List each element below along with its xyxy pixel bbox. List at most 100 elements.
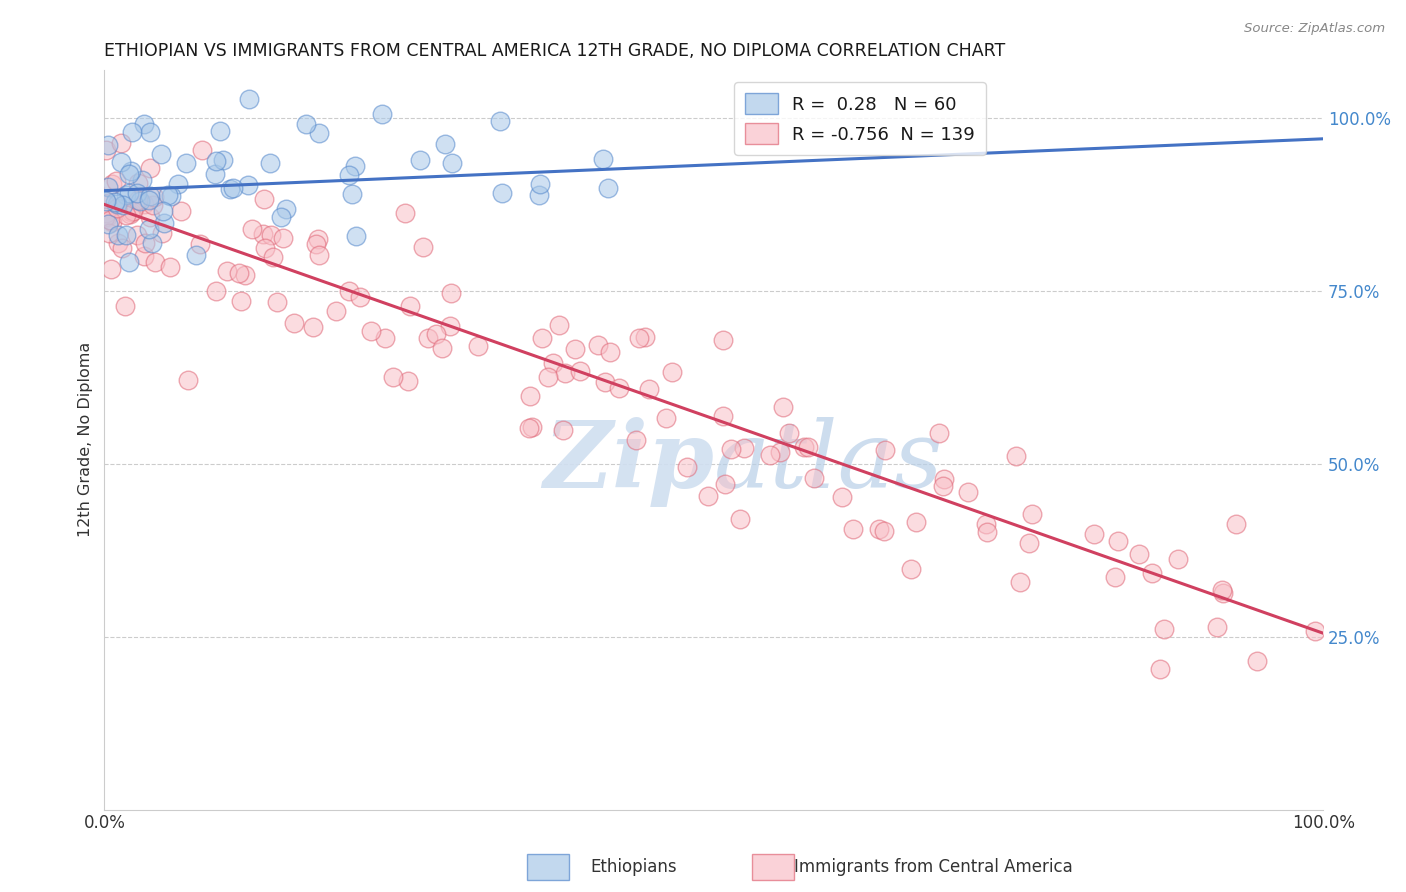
Point [122, 203, 145, 218]
Point [111, 241, 134, 255]
Point [872, 524, 894, 538]
Point [1149, 662, 1171, 676]
Point [107, 197, 129, 211]
Point [537, 369, 560, 384]
Point [676, 460, 699, 475]
Point [398, 300, 420, 314]
Point [957, 484, 980, 499]
Point [551, 423, 574, 437]
Point [554, 367, 576, 381]
Point [308, 126, 330, 140]
Point [270, 210, 292, 224]
Point [118, 167, 141, 181]
Text: Zip: Zip [543, 417, 714, 507]
Point [711, 409, 734, 423]
Point [593, 375, 616, 389]
Point [139, 189, 162, 203]
Point [1153, 622, 1175, 636]
Point [274, 202, 297, 216]
Point [115, 227, 138, 242]
Point [569, 364, 592, 378]
Point [105, 174, 128, 188]
Point [150, 147, 173, 161]
Point [974, 516, 997, 531]
Point [529, 188, 551, 202]
Point [371, 107, 394, 121]
Point [170, 204, 193, 219]
Text: Source: ZipAtlas.com: Source: ZipAtlas.com [1244, 22, 1385, 36]
Point [204, 153, 226, 168]
Point [94, 194, 117, 209]
Point [1128, 547, 1150, 561]
Text: atlas: atlas [714, 417, 943, 507]
Point [97, 179, 120, 194]
Point [97, 218, 120, 232]
Point [904, 515, 927, 529]
Point [434, 137, 457, 152]
Point [628, 331, 651, 345]
Point [394, 206, 416, 220]
Point [596, 181, 619, 195]
Point [157, 188, 180, 202]
Point [110, 155, 132, 169]
Point [634, 330, 657, 344]
Point [720, 442, 742, 457]
Point [467, 338, 489, 352]
Point [408, 153, 430, 167]
Point [101, 177, 124, 191]
Point [139, 125, 162, 139]
Point [793, 441, 815, 455]
Point [778, 426, 800, 441]
Point [128, 194, 150, 208]
Point [94, 197, 117, 211]
Point [152, 203, 174, 218]
Point [340, 186, 363, 201]
Point [1107, 533, 1129, 548]
Point [529, 178, 551, 192]
Point [344, 228, 367, 243]
Point [107, 201, 129, 215]
Point [337, 168, 360, 182]
Point [520, 420, 543, 434]
Point [252, 227, 274, 241]
Point [873, 443, 896, 458]
Point [205, 284, 228, 298]
Point [1140, 566, 1163, 580]
Point [98, 212, 121, 227]
Point [1005, 449, 1028, 463]
Point [396, 374, 419, 388]
Text: Immigrants from Central America: Immigrants from Central America [794, 858, 1073, 876]
Point [218, 181, 240, 195]
Point [831, 490, 853, 504]
Point [120, 205, 142, 219]
Point [97, 138, 120, 153]
Point [1083, 527, 1105, 541]
Point [110, 136, 132, 151]
Point [160, 189, 183, 203]
Point [204, 167, 226, 181]
Point [153, 216, 176, 230]
Point [531, 331, 554, 345]
Point [143, 190, 166, 204]
Point [1225, 516, 1247, 531]
Point [759, 448, 782, 462]
Point [797, 440, 820, 454]
Point [260, 227, 283, 242]
Point [548, 318, 571, 332]
Point [440, 285, 463, 300]
Point [143, 255, 166, 269]
Point [138, 194, 160, 208]
Point [1167, 551, 1189, 566]
Point [519, 389, 541, 403]
Point [262, 250, 284, 264]
Point [441, 155, 464, 169]
Point [134, 235, 156, 250]
Point [97, 227, 120, 241]
Point [118, 207, 141, 221]
Point [240, 221, 263, 235]
Point [138, 161, 160, 175]
Point [1008, 575, 1031, 590]
Point [599, 345, 621, 359]
Point [374, 331, 396, 345]
Point [266, 294, 288, 309]
